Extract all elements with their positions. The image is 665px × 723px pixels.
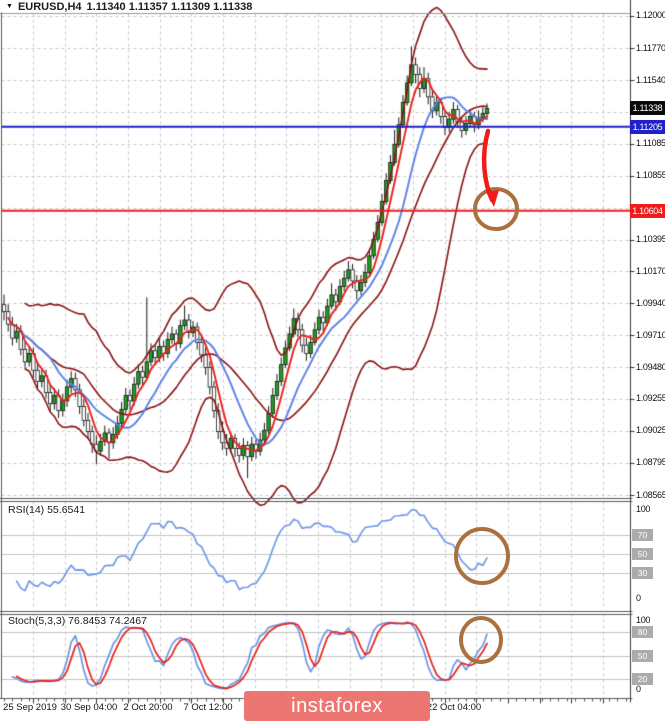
price-tick-label: 1.12000 <box>636 10 665 21</box>
price-tick-label: 1.09255 <box>636 393 665 404</box>
support-price-label: 1.10604 <box>630 203 665 218</box>
stoch-axis-label: 0 <box>636 683 641 694</box>
rsi-axis-label: 0 <box>636 592 641 603</box>
time-tick-label: 2 Oct 20:00 <box>123 702 173 713</box>
time-tick-label: 22 Oct 04:00 <box>426 702 482 713</box>
stoch-level-label: 80 <box>632 626 653 639</box>
time-tick-label: 7 Oct 12:00 <box>183 702 233 713</box>
time-tick-label: 30 Sep 04:00 <box>60 702 118 713</box>
stoch-level-label: 50 <box>632 649 653 662</box>
price-tick-label: 1.09025 <box>636 425 665 436</box>
price-tick-label: 1.11085 <box>636 138 665 149</box>
price-tick-label: 1.09710 <box>636 329 665 340</box>
stoch-level-label: 20 <box>632 672 653 685</box>
price-tick-label: 1.08565 <box>636 489 665 500</box>
stoch-axis-label: 100 <box>636 614 651 625</box>
rsi-level-label: 50 <box>632 547 653 560</box>
price-tick-label: 1.10855 <box>636 170 665 181</box>
watermark-instaforex: instaforex <box>244 691 430 721</box>
resistance-price-label: 1.11205 <box>630 119 665 134</box>
time-tick-label: 25 Sep 2019 <box>3 702 57 713</box>
annotation-circle-rsi[interactable] <box>454 527 510 585</box>
price-tick-label: 1.08795 <box>636 457 665 468</box>
price-tick-label: 1.10170 <box>636 265 665 276</box>
price-tick-label: 1.09480 <box>636 361 665 372</box>
rsi-level-label: 70 <box>632 528 653 541</box>
current-price-label: 1.11338 <box>630 101 665 116</box>
price-tick-label: 1.10395 <box>636 234 665 245</box>
rsi-level-label: 30 <box>632 566 653 579</box>
annotation-arrow-head[interactable] <box>486 190 499 207</box>
price-tick-label: 1.09940 <box>636 297 665 308</box>
price-tick-label: 1.11770 <box>636 42 665 53</box>
rsi-indicator-label: RSI(14) 55.6541 <box>8 504 86 516</box>
annotation-circle-price[interactable] <box>473 187 519 231</box>
symbol-dropdown-icon[interactable]: ▼ <box>6 3 13 10</box>
symbol-name: EURUSD,H4 <box>17 1 82 13</box>
stoch-indicator-label: Stoch(5,3,3) 76.8453 74.2467 <box>8 615 147 627</box>
rsi-axis-label: 100 <box>636 503 651 514</box>
price-tick-label: 1.11540 <box>636 74 665 85</box>
annotation-circle-stoch[interactable] <box>459 616 503 664</box>
ohlc-values: 1.11340 1.11357 1.11309 1.11338 <box>86 1 253 13</box>
chart-title: ▼ EURUSD,H4 1.11340 1.11357 1.11309 1.11… <box>6 1 252 13</box>
